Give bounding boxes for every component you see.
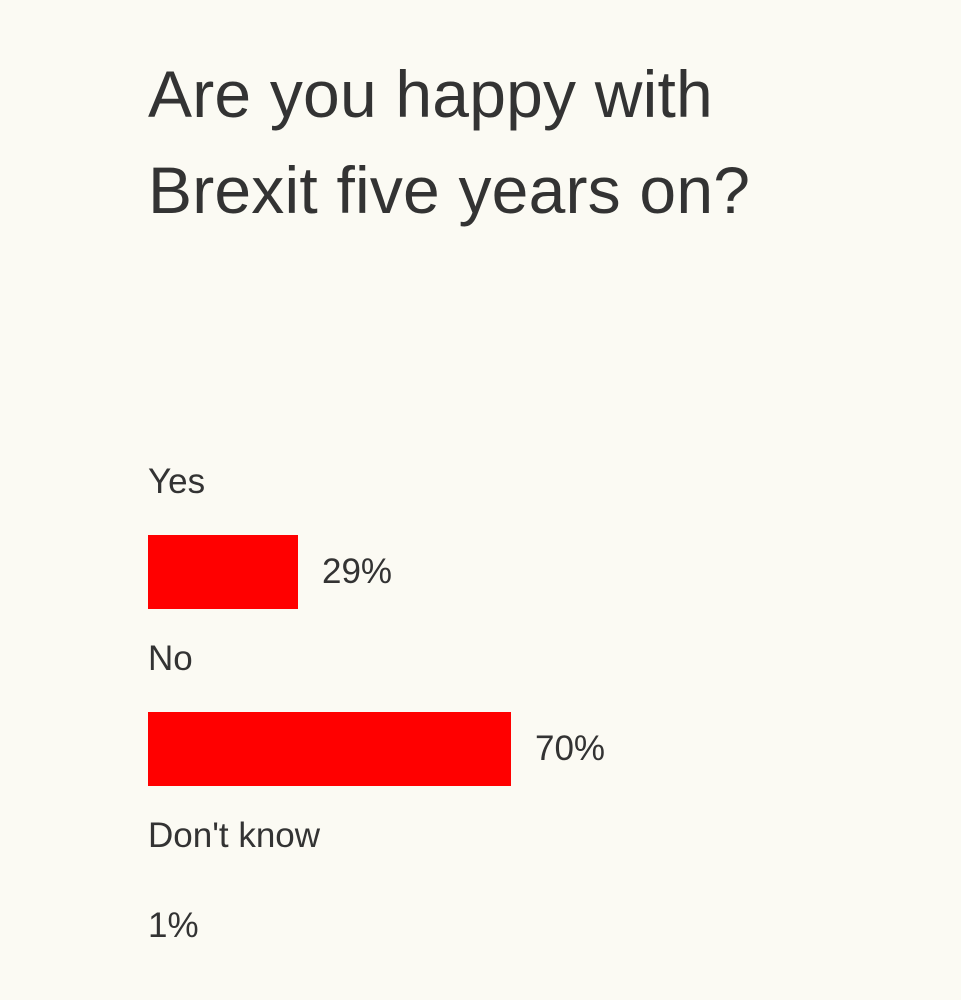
poll-option-dont-know: Don't know 1% <box>148 812 848 989</box>
option-label: Yes <box>148 462 206 501</box>
result-row: 29% <box>148 535 392 609</box>
option-label: No <box>148 639 193 678</box>
poll-option-yes: Yes 29% <box>148 458 848 635</box>
poll-question: Are you happy with Brexit five years on? <box>148 57 751 227</box>
percentage-label: 1% <box>148 906 199 945</box>
result-row: 70% <box>148 712 605 786</box>
result-row: 1% <box>148 889 199 963</box>
option-label: Don't know <box>148 816 321 855</box>
poll-option-no: No 70% <box>148 635 848 812</box>
poll-options: Yes 29% No 70% Don't know 1% <box>148 458 848 989</box>
poll-chart: Are you happy with Brexit five years on?… <box>148 46 848 945</box>
result-bar-yes <box>148 535 298 609</box>
percentage-label: 70% <box>535 729 606 768</box>
result-bar-no <box>148 712 511 786</box>
percentage-label: 29% <box>322 552 393 591</box>
